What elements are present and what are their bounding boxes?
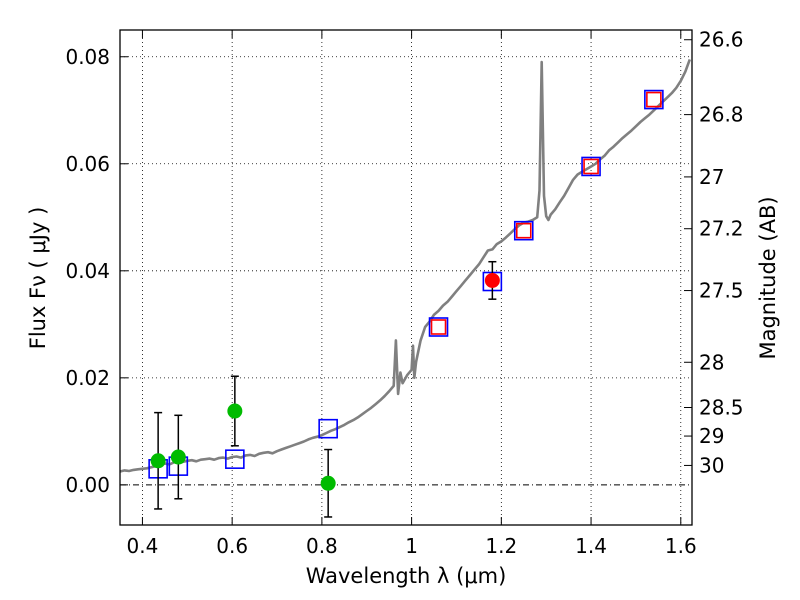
x-tick-label: 0.6 [216, 534, 248, 558]
model-photometry-square [428, 317, 449, 337]
magnitude-tick-label: 26.8 [699, 103, 744, 127]
magnitude-tick-label: 27.5 [699, 279, 744, 303]
magnitude-tick-label: 27 [699, 165, 724, 189]
plot-area [120, 30, 692, 525]
x-tick-label: 0.8 [306, 534, 338, 558]
model-photometry-square [430, 319, 447, 335]
observed-flux-point [320, 475, 336, 491]
y-tick-label: 0.08 [65, 45, 110, 69]
y-axis-label: Flux Fν ( μJy ) [26, 207, 50, 350]
observed-flux-point [150, 453, 166, 469]
magnitude-tick-label: 30 [699, 453, 724, 477]
x-tick-label: 1 [405, 534, 418, 558]
magnitude-tick-label: 28.5 [699, 396, 744, 420]
model-photometry-square [225, 449, 245, 469]
observed-flux-point [484, 272, 500, 288]
magnitude-tick-labels: 26.6 26.8 27 27.2 27.5 28 28.5 29 30 [699, 28, 744, 478]
y-tick-label: 0.02 [65, 366, 110, 390]
y-tick-labels: 0.00 0.02 0.04 0.06 0.08 [65, 45, 110, 497]
axis-ticks [120, 30, 692, 525]
model-photometry-square [581, 156, 601, 177]
x-tick-label: 1.2 [485, 534, 517, 558]
model-photometry-square [513, 220, 534, 241]
plot-frame [119, 29, 693, 526]
model-photometry-square [583, 158, 599, 175]
observed-flux-point [227, 403, 243, 419]
y-tick-label: 0.06 [65, 152, 110, 176]
model-photometry-square [644, 89, 664, 110]
x-tick-label: 1.6 [665, 534, 697, 558]
model-photometry-square [646, 91, 662, 108]
magnitude-tick-label: 29 [699, 424, 724, 448]
magnitude-tick-label: 27.2 [699, 217, 744, 241]
magnitude-tick-label: 26.6 [699, 28, 744, 52]
model-spectrum-line [119, 58, 692, 473]
model-photometry-square [515, 222, 532, 239]
magnitude-tick-label: 28 [699, 350, 724, 374]
model-photometry-square [318, 418, 338, 439]
y-tick-label: 0.04 [65, 259, 110, 283]
x-tick-label: 1.4 [575, 534, 607, 558]
y-tick-label: 0.00 [65, 473, 110, 497]
x-tick-label: 0.4 [127, 534, 159, 558]
x-axis-label: Wavelength λ (μm) [306, 564, 507, 588]
magnitude-axis-label: Magnitude (AB) [756, 196, 780, 359]
x-tick-labels: 0.4 0.6 0.8 1 1.2 1.4 1.6 [127, 534, 697, 558]
observed-flux-point [170, 449, 186, 465]
data-marks [148, 89, 664, 518]
